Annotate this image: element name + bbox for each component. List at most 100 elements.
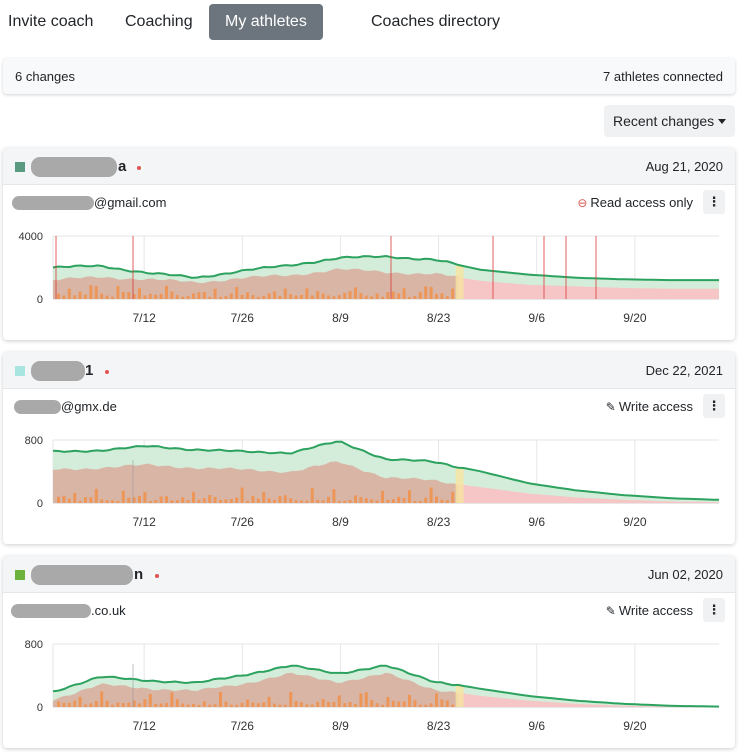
activity-bar (402, 288, 406, 299)
activity-bar (451, 491, 455, 503)
activity-bar (429, 487, 433, 503)
activity-bar (165, 496, 168, 503)
activity-bar (424, 286, 428, 299)
athlete-card-header[interactable]: a Aug 21, 2020 (3, 148, 735, 185)
activity-bar (121, 490, 125, 503)
tab-my-athletes[interactable]: My athletes (209, 4, 323, 40)
activity-bar (148, 500, 152, 503)
activity-bar (397, 293, 401, 299)
activity-bar (121, 703, 125, 707)
activity-bar (262, 295, 266, 299)
activity-bar (175, 699, 179, 707)
activity-bar (224, 701, 228, 707)
more-options-button[interactable]: ⋮ (703, 598, 725, 622)
y-tick-label: 800 (25, 435, 43, 447)
activity-bar (143, 295, 147, 299)
chart-svg: 800 0 7/12 7/26 8/9 8/23 9/6 9/20 (25, 435, 720, 529)
activity-bar (294, 500, 298, 503)
activity-bar (165, 285, 168, 299)
fitness-line (52, 664, 720, 708)
tab-invite-coach[interactable]: Invite coach (8, 13, 94, 30)
activity-bar (143, 699, 147, 707)
access-label: Write access (618, 603, 693, 618)
redacted-email (11, 604, 91, 618)
athlete-color-swatch (15, 570, 25, 580)
pencil-icon: ✎ (605, 400, 616, 414)
activity-bar (386, 499, 390, 503)
athlete-email: @gmx.de (61, 399, 117, 414)
activity-bar (343, 703, 347, 707)
activity-bar (273, 291, 276, 299)
activity-bar (240, 294, 244, 299)
x-tick-label: 7/26 (231, 311, 255, 325)
y-tick-label: 800 (25, 639, 43, 651)
more-options-button[interactable]: ⋮ (703, 190, 725, 214)
activity-bar (229, 293, 233, 299)
activity-bar (391, 499, 395, 503)
tab-coaching[interactable]: Coaching (125, 13, 193, 30)
activity-bar (445, 500, 449, 503)
activity-bar (278, 496, 282, 503)
activity-bar (116, 702, 120, 707)
athlete-card-header[interactable]: n Jun 02, 2020 (3, 556, 735, 593)
access-label: Read access only (590, 195, 693, 210)
activity-bar (337, 695, 341, 707)
activity-bar (391, 700, 395, 707)
activity-bar (435, 693, 438, 707)
activity-bar (359, 693, 363, 707)
activity-bar (186, 296, 190, 299)
activity-bar (62, 495, 66, 503)
activity-bar (89, 497, 93, 503)
redacted-name (31, 361, 85, 381)
activity-bar (89, 703, 93, 707)
activity-bar (418, 291, 422, 299)
y-tick-label: 4000 (19, 231, 43, 243)
athlete-color-swatch (15, 366, 25, 376)
activity-bar (73, 295, 77, 299)
activity-bar (283, 704, 287, 707)
activity-bar (148, 293, 152, 299)
activity-bar (424, 704, 428, 707)
athlete-card: a Aug 21, 2020 @gmail.com ⊖ Read access o… (3, 148, 735, 340)
tab-coaches-directory[interactable]: Coaches directory (371, 13, 500, 30)
redacted-email (12, 196, 94, 210)
activity-bar (364, 498, 368, 503)
x-tick-label: 7/12 (132, 515, 156, 529)
activity-bar (413, 500, 417, 503)
y-tick-label: 0 (37, 294, 43, 306)
athlete-color-swatch (15, 162, 25, 172)
projection-area (458, 484, 719, 503)
activity-bar (62, 702, 66, 707)
activity-bar (138, 288, 141, 299)
activity-bar (246, 699, 249, 707)
x-tick-label: 8/9 (332, 719, 349, 733)
activity-bar (402, 498, 406, 503)
today-marker (455, 685, 464, 707)
activity-bar (327, 295, 330, 299)
activity-bar (332, 702, 336, 707)
activity-bar (402, 701, 406, 707)
activity-bar (256, 296, 260, 299)
athlete-card-header[interactable]: 1 Dec 22, 2021 (3, 352, 735, 389)
redacted-name (31, 157, 117, 177)
activity-bar (105, 500, 109, 503)
activity-bar (89, 285, 93, 299)
activity-bar (208, 296, 212, 299)
redacted-name (31, 565, 133, 585)
activity-bar (278, 704, 282, 707)
activity-bar (408, 694, 411, 707)
activity-bar (289, 691, 293, 707)
activity-bar (273, 703, 276, 707)
activity-bar (413, 700, 417, 707)
sort-dropdown[interactable]: Recent changes (604, 105, 735, 137)
x-tick-label: 7/12 (132, 311, 156, 325)
athlete-email: @gmail.com (94, 195, 167, 210)
activity-bar (397, 701, 401, 707)
training-load-chart: 4000 0 7/12 7/26 8/9 8/23 9/6 9/20 (3, 224, 735, 338)
activity-bar (435, 294, 438, 299)
activity-bar (132, 294, 136, 299)
more-options-button[interactable]: ⋮ (703, 394, 725, 418)
activity-bar (154, 294, 158, 299)
activity-bar (386, 696, 390, 707)
activity-bar (397, 496, 401, 503)
